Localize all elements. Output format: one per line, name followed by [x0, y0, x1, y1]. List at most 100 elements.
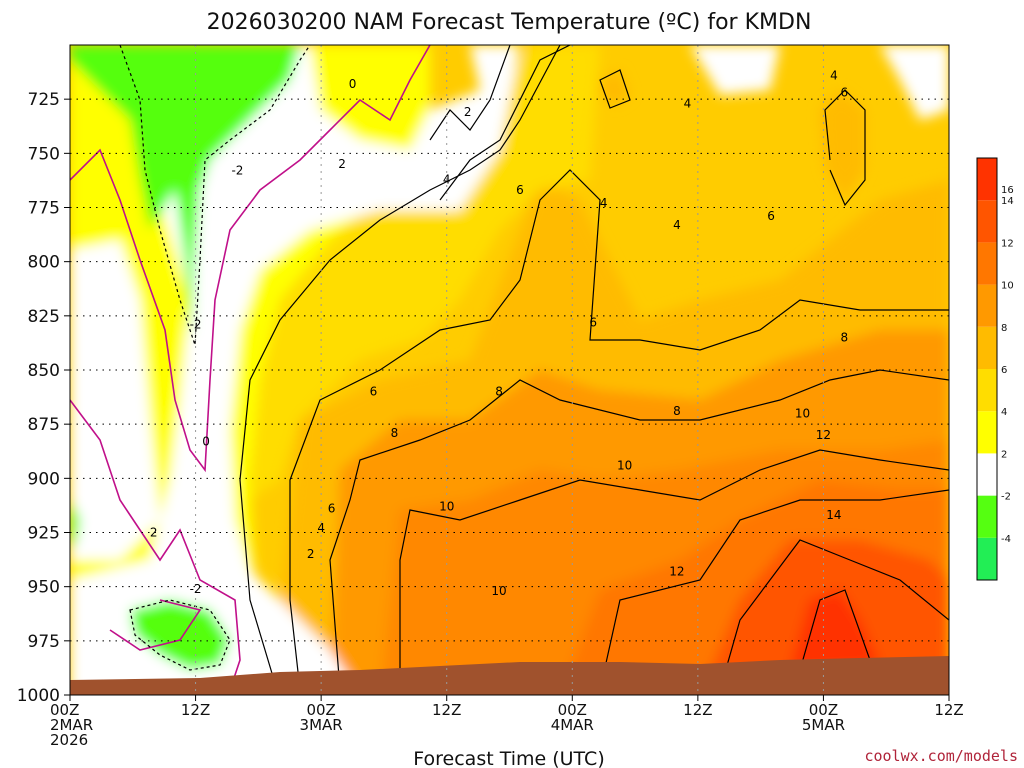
colorbar-tick-label: 2: [1001, 449, 1007, 460]
band-cold-right-edge: [70, 500, 80, 545]
temperature-fill: [70, 45, 949, 695]
y-tick-label: 825: [28, 307, 60, 327]
minus-two-isotherm: [129, 599, 231, 671]
contour-line: [599, 489, 949, 691]
contour-label: 12: [669, 565, 684, 579]
contour-label: 2: [307, 547, 315, 561]
x-tick-label: 12Z: [432, 701, 461, 719]
colorbar-tick-label: -2: [1001, 492, 1011, 503]
band-cold-bottom: [130, 600, 230, 670]
contour-label: 6: [516, 183, 524, 197]
credit-text: coolwx.com/models: [864, 747, 1018, 765]
colorbar-swatch: [977, 284, 997, 327]
y-tick-label: 900: [28, 469, 60, 489]
band-0-2-top-right: [690, 45, 780, 95]
contour-line: [719, 539, 949, 691]
band-0-2-far-right: [880, 45, 949, 120]
contour-label: 2: [338, 157, 346, 171]
colorbar-tick-label: 12: [1001, 238, 1014, 249]
contour-line: [329, 369, 949, 691]
contour-label: 12: [816, 428, 831, 442]
colorbar-swatch: [977, 453, 997, 496]
colorbar-tick-label: 10: [1001, 281, 1014, 292]
colorbar-swatch: [977, 200, 997, 243]
colorbar-tick-label: 4: [1001, 407, 1007, 418]
terrain-fill: [70, 656, 949, 695]
contour-label: 14: [826, 508, 841, 522]
contour-label: 6: [767, 209, 775, 223]
zero-isotherm-lines: [70, 45, 431, 691]
y-tick-label: 925: [28, 524, 60, 544]
contour-line: [799, 589, 871, 671]
colorbar-swatch: [977, 495, 997, 538]
colorbar-swatch: [977, 369, 997, 412]
y-tick-label: 800: [28, 253, 60, 273]
chart-title: 2026030200 NAM Forecast Temperature (ºC)…: [207, 10, 812, 35]
colorbar-swatch: [977, 411, 997, 454]
y-tick-label: 750: [28, 144, 60, 164]
band-0-2-left: [70, 240, 160, 560]
y-tick-label: 950: [28, 578, 60, 598]
minus-two-isotherm-lines: [119, 45, 311, 671]
colorbar-tick-label: -4: [1001, 534, 1011, 545]
colorbar-swatch: [977, 326, 997, 369]
contour-label: 6: [589, 315, 597, 329]
contour-label: 4: [443, 172, 451, 186]
x-tick-label: 2026: [50, 731, 88, 749]
contour-label: 8: [673, 404, 681, 418]
x-tick-label: 00Z: [809, 701, 838, 719]
colorbar-tick-label: 6: [1001, 365, 1007, 376]
contour-label: 8: [841, 331, 849, 345]
contour-label: 4: [830, 68, 838, 82]
x-axis-label: Forecast Time (UTC): [413, 748, 604, 768]
band-16-plus: [790, 590, 880, 670]
band-4-6: [250, 45, 600, 500]
contour-label: 2: [150, 526, 158, 540]
x-tick-label: 5MAR: [802, 716, 845, 734]
y-tick-label: 1000: [17, 686, 60, 706]
contour-lines: [239, 45, 949, 695]
y-tick-label: 725: [28, 90, 60, 110]
contour-label: 10: [439, 500, 454, 514]
contour-line: [439, 45, 571, 201]
y-axis: 725 750 775 800 825 850 875 900 925 950 975 1000: [17, 90, 70, 706]
contour-label: 4: [673, 218, 681, 232]
band-cold-top: [70, 45, 300, 340]
colorbar-tick-label: 8: [1001, 323, 1007, 334]
contour-line: [239, 45, 561, 695]
contour-label: 10: [617, 458, 632, 472]
x-tick-label: 4MAR: [551, 716, 594, 734]
zero-isotherm: [109, 599, 202, 651]
x-tick-label: 00Z: [50, 701, 79, 719]
contour-label: 8: [391, 426, 399, 440]
colorbar-swatch: [977, 537, 997, 580]
contour-label: 0: [202, 435, 210, 449]
zero-isotherm: [70, 399, 241, 691]
contour-label: 6: [370, 385, 378, 399]
contour-line: [289, 169, 949, 691]
zero-isotherm: [70, 45, 431, 473]
contour-label: 0: [349, 77, 357, 91]
colorbar-swatch: [977, 242, 997, 285]
contour-label: 4: [684, 97, 692, 111]
contour-line: [599, 69, 631, 109]
y-tick-label: 850: [28, 361, 60, 381]
x-tick-label: 00Z: [558, 701, 587, 719]
contour-label: -2: [190, 582, 202, 596]
contour-label: -2: [231, 164, 243, 178]
colorbar-frame: [976, 157, 998, 581]
colorbar-tick-label: 16: [1001, 185, 1014, 196]
contour-line: [824, 89, 866, 207]
contour-label: 6: [328, 502, 336, 516]
contour-label: 6: [841, 86, 849, 100]
y-tick-label: 975: [28, 632, 60, 652]
x-tick-label: 3MAR: [300, 716, 343, 734]
colorbar-tick-label: 14: [1001, 196, 1014, 207]
x-tick-label: 12Z: [181, 701, 210, 719]
contour-line: [429, 45, 511, 141]
